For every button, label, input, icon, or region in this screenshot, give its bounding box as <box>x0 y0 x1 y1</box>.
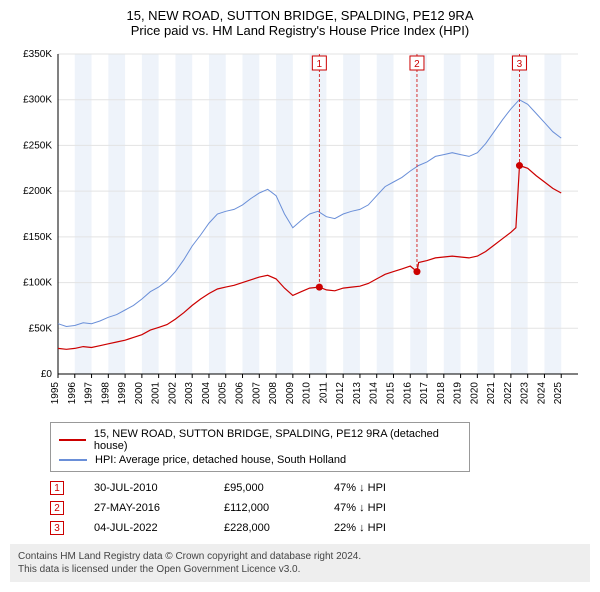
legend-label: HPI: Average price, detached house, Sout… <box>95 454 346 466</box>
svg-text:£0: £0 <box>41 369 53 380</box>
sale-price: £112,000 <box>224 502 304 514</box>
sale-marker: 3 <box>50 521 64 535</box>
svg-text:2022: 2022 <box>503 382 514 405</box>
svg-text:1995: 1995 <box>50 382 61 405</box>
svg-text:2012: 2012 <box>335 382 346 405</box>
sale-date: 30-JUL-2010 <box>94 482 194 494</box>
chart-svg: £0 £50K £100K £150K £200K £250K £300K £350K 1995… <box>10 44 590 414</box>
svg-text:£250K: £250K <box>23 140 52 151</box>
sale-price: £228,000 <box>224 522 304 534</box>
root: 15, NEW ROAD, SUTTON BRIDGE, SPALDING, P… <box>0 0 600 592</box>
footer-line-1: Contains HM Land Registry data © Crown c… <box>18 550 582 563</box>
title-line-2: Price paid vs. HM Land Registry's House … <box>10 23 590 38</box>
svg-text:2016: 2016 <box>402 382 413 405</box>
footer: Contains HM Land Registry data © Crown c… <box>10 544 590 582</box>
svg-text:2: 2 <box>414 59 420 70</box>
svg-text:2002: 2002 <box>167 382 178 405</box>
svg-text:2010: 2010 <box>302 382 313 405</box>
svg-text:2021: 2021 <box>486 382 497 405</box>
legend: 15, NEW ROAD, SUTTON BRIDGE, SPALDING, P… <box>50 422 470 472</box>
sales-table: 1 30-JUL-2010 £95,000 47% ↓ HPI 2 27-MAY-2016… <box>50 478 580 538</box>
sale-row: 2 27-MAY-2016 £112,000 47% ↓ HPI <box>50 498 580 518</box>
svg-text:£150K: £150K <box>23 232 52 243</box>
svg-text:1999: 1999 <box>117 382 128 405</box>
sale-delta: 22% ↓ HPI <box>334 522 424 534</box>
svg-text:£200K: £200K <box>23 186 52 197</box>
svg-text:£300K: £300K <box>23 95 52 106</box>
legend-swatch <box>59 439 86 441</box>
svg-text:2003: 2003 <box>184 382 195 405</box>
svg-text:2005: 2005 <box>218 382 229 405</box>
legend-row: HPI: Average price, detached house, Sout… <box>59 453 461 467</box>
svg-text:1996: 1996 <box>67 382 78 405</box>
svg-text:2015: 2015 <box>385 382 396 405</box>
svg-text:2007: 2007 <box>251 382 262 405</box>
svg-text:2000: 2000 <box>134 382 145 405</box>
sale-price: £95,000 <box>224 482 304 494</box>
svg-text:£100K: £100K <box>23 278 52 289</box>
svg-text:2011: 2011 <box>318 382 329 404</box>
sale-delta: 47% ↓ HPI <box>334 482 424 494</box>
sale-row: 1 30-JUL-2010 £95,000 47% ↓ HPI <box>50 478 580 498</box>
svg-text:2025: 2025 <box>553 382 564 405</box>
svg-text:2017: 2017 <box>419 382 430 405</box>
legend-swatch <box>59 459 87 461</box>
sale-row: 3 04-JUL-2022 £228,000 22% ↓ HPI <box>50 518 580 538</box>
svg-text:2008: 2008 <box>268 382 279 405</box>
svg-text:2024: 2024 <box>536 382 547 405</box>
svg-text:2009: 2009 <box>285 382 296 405</box>
sale-date: 04-JUL-2022 <box>94 522 194 534</box>
chart: £0 £50K £100K £150K £200K £250K £300K £350K 1995… <box>10 44 590 414</box>
svg-text:£50K: £50K <box>29 323 53 334</box>
svg-text:2014: 2014 <box>369 382 380 405</box>
svg-text:2020: 2020 <box>469 382 480 405</box>
svg-text:2013: 2013 <box>352 382 363 405</box>
svg-text:3: 3 <box>517 59 523 70</box>
legend-row: 15, NEW ROAD, SUTTON BRIDGE, SPALDING, P… <box>59 427 461 453</box>
sale-marker: 1 <box>50 481 64 495</box>
svg-text:2004: 2004 <box>201 382 212 405</box>
svg-text:2023: 2023 <box>520 382 531 405</box>
svg-text:2018: 2018 <box>436 382 447 405</box>
legend-label: 15, NEW ROAD, SUTTON BRIDGE, SPALDING, P… <box>94 428 461 452</box>
footer-line-2: This data is licensed under the Open Gov… <box>18 563 582 576</box>
svg-text:£350K: £350K <box>23 49 52 60</box>
svg-text:1: 1 <box>317 59 323 70</box>
svg-text:2019: 2019 <box>453 382 464 405</box>
sale-date: 27-MAY-2016 <box>94 502 194 514</box>
sale-marker: 2 <box>50 501 64 515</box>
svg-text:1997: 1997 <box>84 382 95 405</box>
svg-text:2001: 2001 <box>151 382 162 405</box>
sale-delta: 47% ↓ HPI <box>334 502 424 514</box>
svg-text:2006: 2006 <box>235 382 246 405</box>
title-line-1: 15, NEW ROAD, SUTTON BRIDGE, SPALDING, P… <box>10 8 590 23</box>
svg-text:1998: 1998 <box>100 382 111 405</box>
